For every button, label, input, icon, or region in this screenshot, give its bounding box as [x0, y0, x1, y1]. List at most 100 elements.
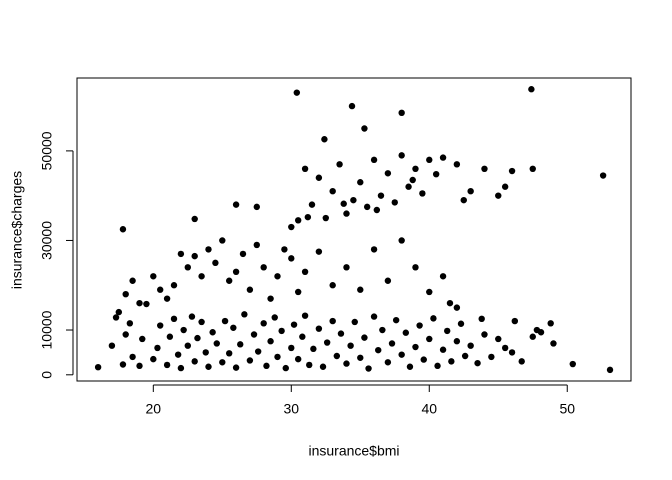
point	[329, 187, 336, 195]
point	[448, 358, 455, 365]
point	[461, 352, 469, 360]
point	[301, 165, 309, 173]
point	[310, 345, 317, 353]
point	[288, 344, 295, 352]
point	[348, 102, 356, 110]
point	[241, 311, 248, 318]
point	[439, 346, 447, 353]
point	[350, 196, 357, 204]
point	[288, 223, 295, 231]
point	[343, 264, 350, 271]
point	[221, 317, 229, 325]
plot-box	[76, 77, 632, 382]
point	[281, 246, 288, 253]
point	[365, 365, 372, 372]
point	[419, 190, 426, 197]
x-tick-label: 50	[559, 401, 575, 417]
point	[198, 318, 205, 326]
point	[246, 357, 254, 364]
point	[154, 344, 161, 352]
point	[166, 333, 174, 340]
point	[398, 351, 405, 358]
point	[271, 314, 278, 321]
point	[439, 154, 447, 161]
point	[528, 86, 535, 93]
point	[136, 362, 143, 370]
point	[294, 288, 302, 296]
point	[304, 213, 312, 221]
point	[139, 335, 146, 343]
point	[412, 264, 419, 271]
point	[315, 174, 323, 181]
point	[453, 304, 461, 311]
point	[518, 358, 525, 365]
point	[225, 277, 233, 284]
point	[184, 342, 191, 349]
point	[246, 286, 254, 293]
point	[508, 167, 516, 175]
point	[375, 346, 382, 354]
point	[174, 351, 182, 358]
point	[219, 237, 226, 244]
point	[511, 317, 519, 325]
point	[340, 200, 347, 207]
point	[501, 183, 509, 190]
point	[129, 277, 136, 284]
point	[115, 308, 123, 316]
point	[209, 329, 216, 336]
point	[537, 329, 545, 336]
point	[205, 363, 212, 370]
point	[184, 264, 191, 271]
point	[337, 330, 345, 337]
point	[301, 268, 309, 276]
point	[322, 214, 329, 222]
y-axis-label: insurance$charges	[9, 171, 25, 289]
point	[205, 246, 212, 253]
x-axis-label: insurance$bmi	[308, 443, 399, 459]
point	[177, 250, 185, 258]
point	[398, 152, 405, 159]
point	[329, 317, 336, 325]
point	[388, 340, 396, 347]
point	[460, 196, 467, 204]
point	[343, 210, 350, 217]
point	[547, 320, 554, 327]
point	[150, 273, 157, 280]
point	[416, 322, 423, 329]
point	[426, 156, 433, 164]
point	[212, 259, 219, 267]
point	[274, 353, 281, 361]
point	[444, 327, 451, 335]
point	[299, 333, 306, 340]
point	[232, 268, 240, 276]
point	[315, 325, 323, 332]
point	[126, 320, 134, 327]
point	[108, 342, 116, 349]
point	[301, 312, 309, 319]
point	[336, 161, 343, 168]
point	[467, 342, 474, 349]
point	[446, 299, 454, 307]
x-tick-label: 40	[421, 401, 437, 417]
point	[315, 248, 323, 255]
point	[329, 282, 336, 289]
point	[180, 326, 187, 334]
point	[550, 340, 557, 347]
point	[434, 362, 441, 370]
point	[157, 286, 164, 293]
point	[122, 290, 129, 298]
point	[361, 125, 368, 132]
point	[361, 334, 368, 341]
point	[457, 320, 465, 327]
point	[225, 350, 233, 357]
point	[420, 356, 427, 363]
point	[250, 331, 258, 338]
point	[239, 250, 247, 258]
point	[278, 327, 285, 335]
point	[150, 355, 157, 363]
point	[112, 314, 120, 321]
point	[163, 361, 171, 369]
point	[323, 339, 331, 346]
point	[306, 361, 313, 369]
point	[363, 203, 371, 211]
